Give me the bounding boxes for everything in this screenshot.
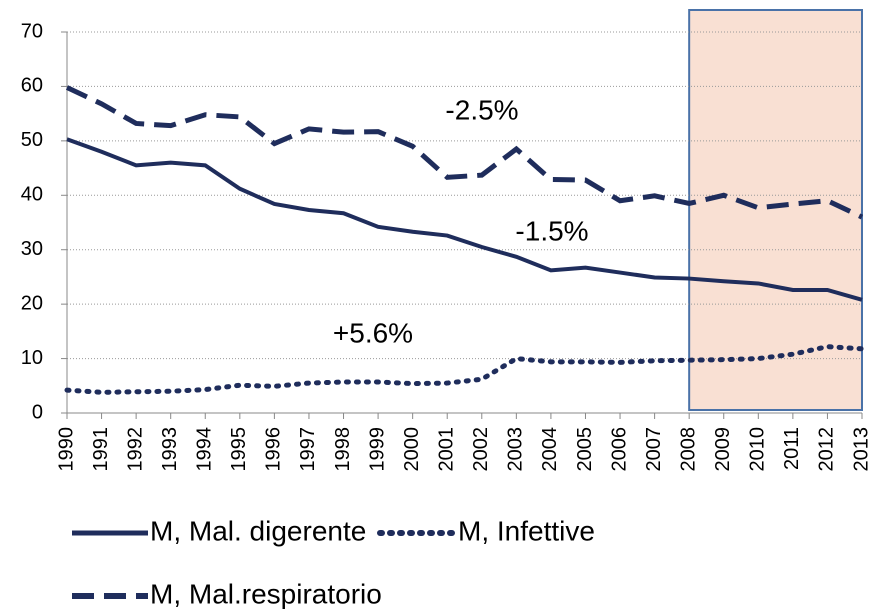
x-tick-label: 2008 [677, 427, 699, 472]
x-tick-label: 2011 [781, 427, 803, 470]
y-tick-label: 60 [21, 75, 43, 97]
y-tick-label: 20 [21, 292, 43, 314]
x-tick-label: 1998 [332, 427, 354, 472]
line-series [66, 137, 863, 302]
y-tick-label: 30 [21, 238, 43, 260]
x-tick-label: 2009 [712, 427, 734, 472]
x-tick-label: 2005 [574, 427, 596, 472]
y-tick-label: 70 [21, 20, 43, 42]
x-tick-label: 1993 [159, 427, 181, 472]
x-tick-label: 2010 [747, 427, 769, 472]
legend-label: M, Mal. digerente [150, 515, 366, 546]
x-tick-label: 1994 [194, 427, 216, 472]
x-tick-label: 1995 [228, 427, 250, 472]
legend-label: M, Mal.respiratorio [150, 578, 382, 609]
y-tick-label: 10 [21, 347, 43, 369]
x-tick-label: 1992 [124, 427, 146, 472]
x-tick-label: 2000 [401, 427, 423, 472]
y-tick-label: 40 [21, 184, 43, 206]
highlight-region [688, 9, 863, 411]
x-tick-label: 1997 [297, 427, 319, 472]
y-tick-label: 0 [32, 401, 43, 423]
annotation: +5.6% [333, 317, 413, 348]
x-tick-label: 1996 [263, 427, 285, 472]
x-tick-label: 2006 [608, 427, 630, 472]
x-tick-label: 2001 [435, 427, 457, 472]
x-tick-label: 1990 [55, 427, 77, 472]
x-tick-label: 2002 [470, 427, 492, 472]
x-tick-label: 2012 [816, 427, 838, 472]
x-tick-label: 2004 [539, 427, 561, 472]
annotation: -1.5% [515, 215, 588, 246]
line-series [65, 85, 864, 220]
x-tick-label: 2013 [850, 427, 872, 472]
y-tick-label: 50 [21, 129, 43, 151]
x-tick-label: 2003 [505, 427, 527, 472]
legend-label: M, Infettive [458, 515, 595, 546]
x-tick-label: 1991 [90, 427, 112, 472]
x-tick-label: 1999 [366, 427, 388, 472]
x-tick-label: 2007 [643, 427, 665, 472]
line-series [64, 344, 865, 395]
annotation: -2.5% [445, 94, 518, 125]
